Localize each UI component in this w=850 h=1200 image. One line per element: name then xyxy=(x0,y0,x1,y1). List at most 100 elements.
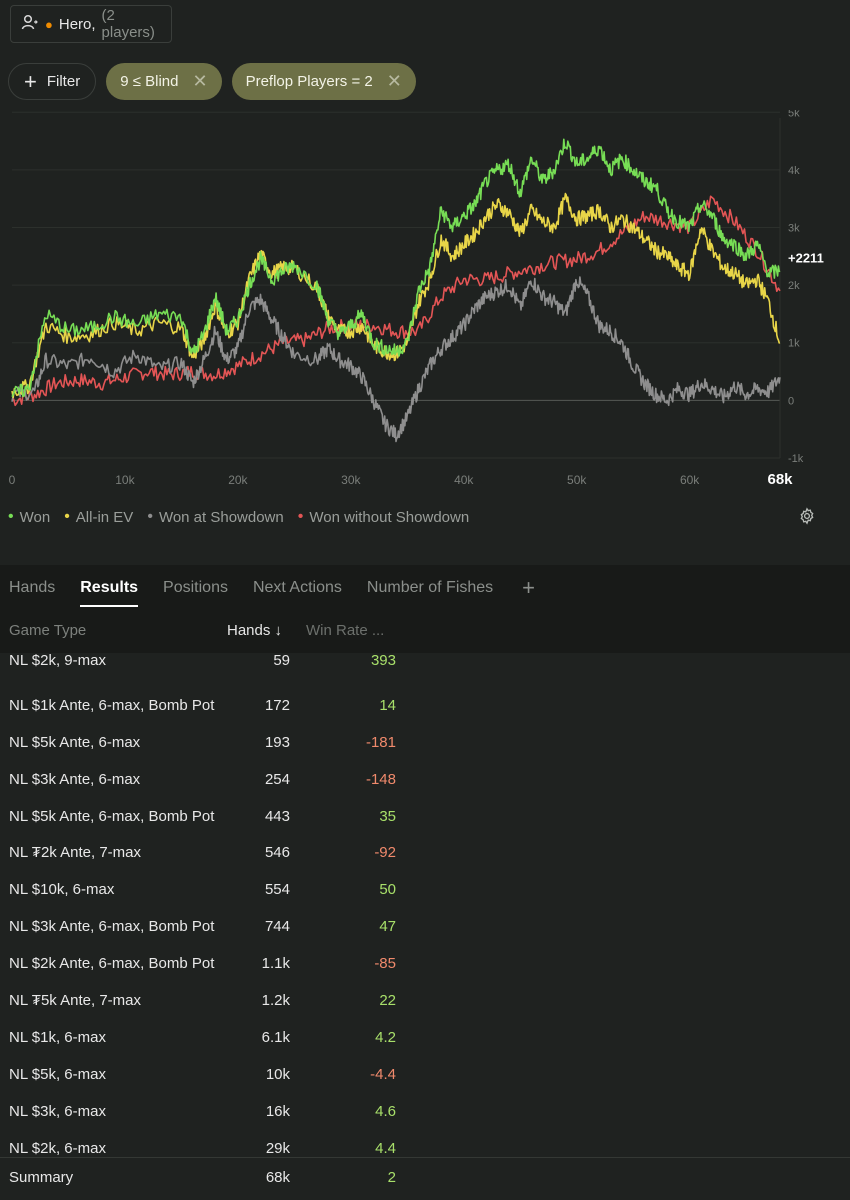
cell-hands: 59 xyxy=(273,652,290,669)
summary-row: Summary 68k 2 xyxy=(0,1157,850,1200)
table-row[interactable]: NL $3k, 6-max 16k 4.6 xyxy=(0,1093,850,1130)
y-tick-label: 2k xyxy=(788,280,800,292)
cell-game-type: NL $3k, 6-max xyxy=(9,1102,106,1120)
x-tick-label: 60k xyxy=(680,473,700,487)
summary-win-rate: 2 xyxy=(387,1169,396,1186)
cell-game-type: NL $3k Ante, 6-max xyxy=(9,770,141,788)
cell-hands: 172 xyxy=(264,696,290,714)
cell-hands: 744 xyxy=(264,918,290,936)
legend-item-won-without-showdown[interactable]: • Won without Showdown xyxy=(298,508,469,526)
table-row[interactable]: NL $5k Ante, 6-max, Bomb Pot 443 35 xyxy=(0,798,850,835)
y-tick-label: 4k xyxy=(788,165,800,177)
cell-game-type: NL $5k Ante, 6-max, Bomb Pot xyxy=(9,807,215,825)
summary-hands: 68k xyxy=(265,1169,290,1186)
results-table: NL $2k, 9-max 59 393 NL $1k Ante, 6-max, Bo… xyxy=(0,650,850,1166)
cell-hands: 1.1k xyxy=(261,955,290,973)
legend-item-all-in-ev[interactable]: • All-in EV xyxy=(64,508,133,526)
cell-game-type: NL $3k Ante, 6-max, Bomb Pot xyxy=(9,918,215,936)
player-name: Hero, xyxy=(58,15,96,33)
column-hands[interactable]: Hands ↓ xyxy=(227,622,283,639)
player-count: (2 players) xyxy=(101,7,155,41)
gear-icon[interactable] xyxy=(798,507,816,530)
y-tick-label: 0 xyxy=(788,395,794,407)
table-row[interactable]: NL $1k, 6-max 6.1k 4.2 xyxy=(0,1019,850,1056)
cell-win-rate: 14 xyxy=(379,696,396,714)
cell-win-rate: -181 xyxy=(365,733,396,751)
cell-win-rate: -92 xyxy=(374,844,396,862)
series-line-won-without-showdown xyxy=(11,195,781,407)
cell-win-rate: 35 xyxy=(379,807,396,825)
chart-canvas: 5k 4k 3k 2k 1k 0 -1k 0 10k 20k 30k 40k 50k 60k 68k +221… xyxy=(9,110,824,488)
cell-game-type: NL $2k, 9-max xyxy=(9,652,106,669)
table-row[interactable]: NL $1k Ante, 6-max, Bomb Pot 172 14 xyxy=(0,687,850,724)
cell-win-rate: -148 xyxy=(365,770,396,788)
y-tick-label: 1k xyxy=(788,338,800,350)
cell-hands: 10k xyxy=(265,1065,290,1083)
cell-hands: 443 xyxy=(264,807,290,825)
chart-legend: • Won • All-in EV • Won at Showdown • Wo… xyxy=(8,508,469,526)
table-row[interactable]: NL $3k Ante, 6-max 254 -148 xyxy=(0,761,850,798)
legend-dot: • xyxy=(8,508,14,525)
cell-game-type: NL $1k Ante, 6-max, Bomb Pot xyxy=(9,696,215,714)
legend-dot: • xyxy=(147,508,153,525)
tabs-panel: Hands Results Positions Next Actions Num… xyxy=(0,565,850,653)
cell-win-rate: 4.2 xyxy=(375,1028,396,1046)
cell-hands: 193 xyxy=(264,733,290,751)
tab-positions[interactable]: Positions xyxy=(163,579,228,596)
results-chart: 5k 4k 3k 2k 1k 0 -1k 0 10k 20k 30k 40k 50k 60k 68k +221… xyxy=(0,110,850,500)
legend-label: Won xyxy=(19,508,51,526)
table-row[interactable]: NL $5k, 6-max 10k -4.4 xyxy=(0,1056,850,1093)
table-row[interactable]: NL $10k, 6-max 554 50 xyxy=(0,871,850,908)
column-win-rate[interactable]: Win Rate ... xyxy=(306,622,385,639)
filter-chip-blind[interactable]: 9 ≤ Blind ✕ xyxy=(106,63,222,100)
legend-item-won[interactable]: • Won xyxy=(8,508,50,526)
legend-label: Won at Showdown xyxy=(158,508,284,526)
filter-chip-preflop-players[interactable]: Preflop Players = 2 ✕ xyxy=(231,63,416,100)
cell-win-rate: -85 xyxy=(374,955,396,973)
legend-label: Won without Showdown xyxy=(309,508,470,526)
legend-item-won-at-showdown[interactable]: • Won at Showdown xyxy=(147,508,283,526)
tab-number-of-fishes[interactable]: Number of Fishes xyxy=(366,579,494,596)
x-tick-label: 68k xyxy=(767,471,793,488)
y-tick-label: -1k xyxy=(788,453,804,465)
cell-game-type: NL ₮2k Ante, 7-max xyxy=(9,844,141,862)
tab-hands[interactable]: Hands xyxy=(9,579,56,596)
x-tick-label: 10k xyxy=(115,473,135,487)
x-tick-label: 40k xyxy=(454,473,474,487)
player-selector[interactable]: ● Hero, (2 players) xyxy=(10,5,172,43)
cell-win-rate: 393 xyxy=(370,652,396,669)
table-row[interactable]: NL $2k, 6-max 29k 4.4 xyxy=(0,1130,850,1167)
cell-win-rate: 4.6 xyxy=(375,1102,396,1120)
series-line-all-in-ev xyxy=(11,192,781,399)
filter-bar: + Filter 9 ≤ Blind ✕ Preflop Players = 2… xyxy=(8,63,416,100)
legend-dot: • xyxy=(64,508,70,525)
filter-chip-label: Preflop Players = 2 xyxy=(245,73,373,90)
cell-hands: 1.2k xyxy=(261,992,290,1010)
cell-game-type: NL $1k, 6-max xyxy=(9,1028,106,1046)
table-row[interactable]: NL $2k Ante, 6-max, Bomb Pot 1.1k -85 xyxy=(0,945,850,982)
table-row[interactable]: NL $3k Ante, 6-max, Bomb Pot 744 47 xyxy=(0,908,850,945)
column-game-type[interactable]: Game Type xyxy=(9,622,87,639)
table-row[interactable]: NL ₮5k Ante, 7-max 1.2k 22 xyxy=(0,982,850,1019)
x-tick-label: 0 xyxy=(9,473,16,487)
cell-hands: 29k xyxy=(265,1139,290,1157)
tab-next-actions[interactable]: Next Actions xyxy=(252,579,342,596)
legend-dot: • xyxy=(297,508,304,525)
add-filter-label: Filter xyxy=(46,73,81,90)
close-icon[interactable]: ✕ xyxy=(386,71,402,91)
status-dot: ● xyxy=(45,16,53,32)
close-icon[interactable]: ✕ xyxy=(192,71,208,91)
table-row[interactable]: NL ₮2k Ante, 7-max 546 -92 xyxy=(0,834,850,871)
table-row[interactable]: NL $5k Ante, 6-max 193 -181 xyxy=(0,724,850,761)
y-tick-label: 3k xyxy=(788,222,800,234)
cell-game-type: NL $10k, 6-max xyxy=(9,881,115,899)
cell-game-type: NL $5k, 6-max xyxy=(9,1065,106,1083)
table-row[interactable]: NL $2k, 9-max 59 393 xyxy=(0,650,850,687)
add-tab-icon[interactable]: + xyxy=(522,575,536,600)
add-filter-button[interactable]: + Filter xyxy=(8,63,97,100)
cell-game-type: NL $5k Ante, 6-max xyxy=(9,733,141,751)
legend-label: All-in EV xyxy=(75,508,134,526)
cell-win-rate: -4.4 xyxy=(370,1065,396,1083)
tab-results[interactable]: Results xyxy=(80,579,139,607)
filter-chip-label: 9 ≤ Blind xyxy=(120,73,179,90)
